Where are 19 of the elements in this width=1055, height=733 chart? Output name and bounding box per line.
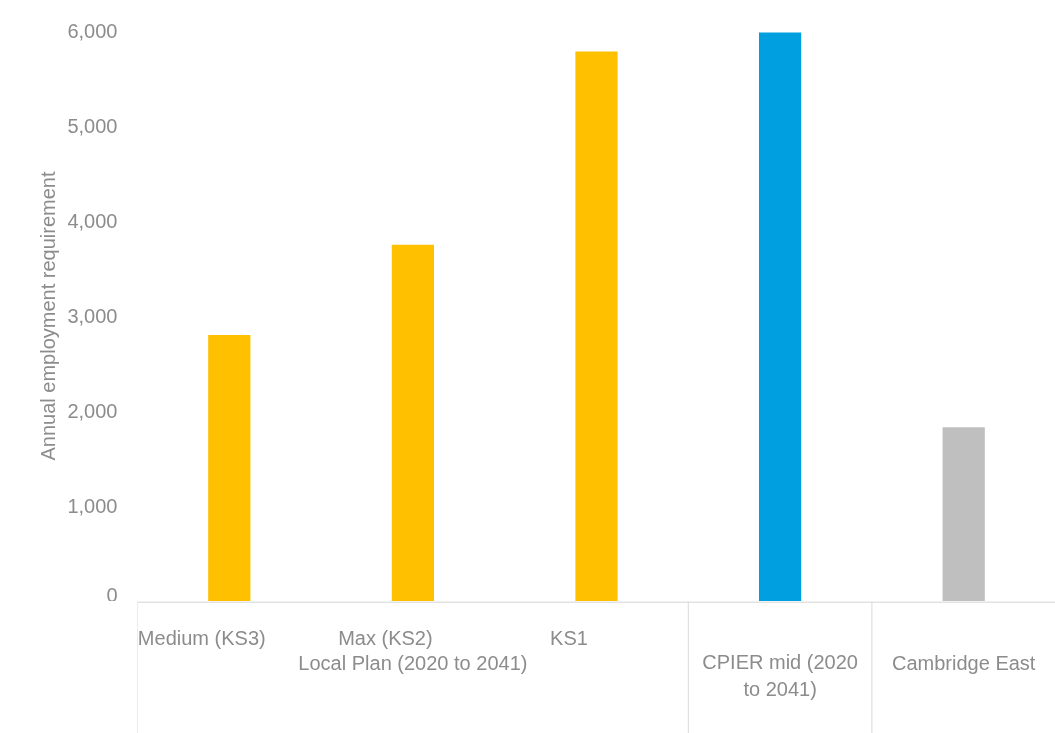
y-tick-label: 1,000: [67, 495, 118, 518]
x-tick-label: Max (KS2): [338, 626, 433, 649]
y-tick-label: 3,000: [67, 305, 118, 327]
x-tick-label: Medium (KS3): [137, 626, 266, 649]
bar: [942, 427, 985, 601]
bar: [391, 244, 435, 601]
bar: [758, 32, 802, 601]
bar: [208, 335, 251, 601]
y-tick-label: 4,000: [67, 209, 118, 232]
bar: [575, 51, 618, 601]
x-tick-label: KS1: [550, 626, 588, 649]
y-tick-label: 2,000: [67, 400, 118, 423]
x-tick-label: Cambridge East: [892, 651, 1036, 674]
y-axis-title: Annual employment requirement: [37, 171, 60, 461]
x-tick-label: CPIER mid (2020 to 2041): [702, 650, 858, 701]
text: Local Plan (2020 to 2041): [298, 651, 528, 674]
y-tick-label: 6,000: [67, 19, 118, 42]
y-tick-label: 5,000: [67, 114, 118, 137]
y-tick-label: 0: [106, 583, 118, 606]
